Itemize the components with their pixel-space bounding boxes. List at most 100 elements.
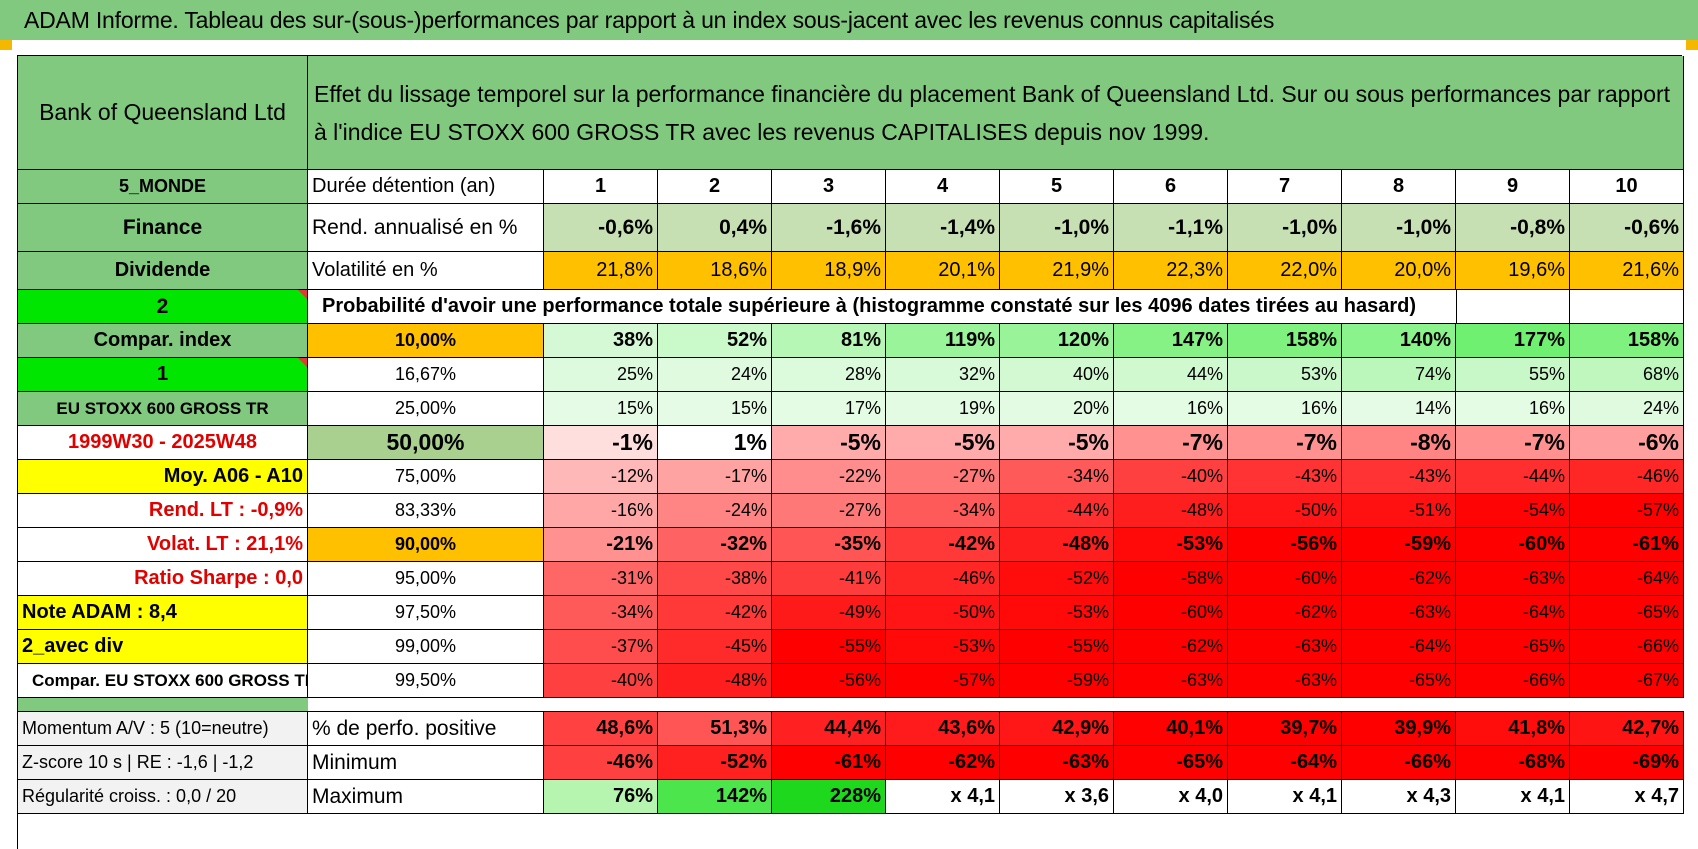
probability-value: -6% [1570, 426, 1684, 460]
company-name: Bank of Queensland Ltd [18, 56, 308, 170]
volatility: 21,9% [1000, 252, 1114, 290]
left-label: 2 [18, 290, 308, 324]
annualized-return: 0,4% [658, 204, 772, 252]
probability-value: 16% [1228, 392, 1342, 426]
probability-value: -32% [658, 528, 772, 562]
probability-value: -40% [544, 664, 658, 698]
probability-value: -56% [1228, 528, 1342, 562]
probability-level: 99,00% [308, 630, 544, 664]
probability-value: -63% [1228, 664, 1342, 698]
bottom-value: 43,6% [886, 712, 1000, 746]
probability-level: 50,00% [308, 426, 544, 460]
bottom-value: -46% [544, 746, 658, 780]
probability-value: -65% [1342, 664, 1456, 698]
probability-value: -22% [772, 460, 886, 494]
left-label: 5_MONDE [18, 170, 308, 204]
probability-value: 19% [886, 392, 1000, 426]
probability-value: -64% [1342, 630, 1456, 664]
tab-marker-left [0, 40, 12, 50]
probability-value: -5% [772, 426, 886, 460]
bottom-value: 39,7% [1228, 712, 1342, 746]
probability-value: -41% [772, 562, 886, 596]
probability-value: -37% [544, 630, 658, 664]
probability-value: 74% [1342, 358, 1456, 392]
probability-value: -55% [1000, 630, 1114, 664]
bottom-value: 142% [658, 780, 772, 814]
probability-value: -65% [1570, 596, 1684, 630]
probability-value: -67% [1570, 664, 1684, 698]
probability-level: 25,00% [308, 392, 544, 426]
probability-value: -53% [886, 630, 1000, 664]
left-label: Compar. EU STOXX 600 GROSS TR [18, 664, 308, 698]
bottom-value: 41,8% [1456, 712, 1570, 746]
probability-value: 24% [1570, 392, 1684, 426]
annualized-return: -1,4% [886, 204, 1000, 252]
empty-cell [1456, 290, 1570, 324]
stat-label: Durée détention (an) [308, 170, 544, 204]
left-label: Compar. index [18, 324, 308, 358]
annualized-return: -1,0% [1342, 204, 1456, 252]
bottom-value: -66% [1342, 746, 1456, 780]
left-label: 2_avec div [18, 630, 308, 664]
probability-value: -54% [1456, 494, 1570, 528]
stat-label: Volatilité en % [308, 252, 544, 290]
bottom-value: 40,1% [1114, 712, 1228, 746]
bottom-value: -52% [658, 746, 772, 780]
probability-value: -66% [1456, 664, 1570, 698]
probability-value: -46% [1570, 460, 1684, 494]
description: Effet du lissage temporel sur la perform… [308, 56, 1684, 170]
probability-value: -38% [658, 562, 772, 596]
probability-value: -31% [544, 562, 658, 596]
probability-value: -62% [1342, 562, 1456, 596]
probability-value: 120% [1000, 324, 1114, 358]
bottom-value: x 4,1 [1228, 780, 1342, 814]
probability-value: -58% [1114, 562, 1228, 596]
probability-value: -61% [1570, 528, 1684, 562]
probability-value: -46% [886, 562, 1000, 596]
probability-value: -5% [1000, 426, 1114, 460]
probability-value: 32% [886, 358, 1000, 392]
probability-level: 83,33% [308, 494, 544, 528]
probability-value: 14% [1342, 392, 1456, 426]
probability-value: 44% [1114, 358, 1228, 392]
probability-value: -16% [544, 494, 658, 528]
bottom-left-label: Momentum A/V : 5 (10=neutre) [18, 712, 308, 746]
probability-value: 158% [1228, 324, 1342, 358]
left-label: Rend. LT : -0,9% [18, 494, 308, 528]
probability-value: -60% [1456, 528, 1570, 562]
probability-value: -49% [772, 596, 886, 630]
probability-value: -45% [658, 630, 772, 664]
probability-value: -65% [1456, 630, 1570, 664]
bottom-left-label: Z-score 10 s | RE : -1,6 | -1,2 [18, 746, 308, 780]
bottom-value: 42,7% [1570, 712, 1684, 746]
bottom-value: -63% [1000, 746, 1114, 780]
bottom-value: 42,9% [1000, 712, 1114, 746]
bottom-value: 39,9% [1342, 712, 1456, 746]
probability-value: -63% [1228, 630, 1342, 664]
year-header: 4 [886, 170, 1000, 204]
probability-value: -43% [1228, 460, 1342, 494]
year-header: 8 [1342, 170, 1456, 204]
probability-value: 25% [544, 358, 658, 392]
probability-value: -34% [886, 494, 1000, 528]
probability-value: 52% [658, 324, 772, 358]
probability-value: -57% [1570, 494, 1684, 528]
probability-level: 97,50% [308, 596, 544, 630]
probability-value: 38% [544, 324, 658, 358]
year-header: 10 [1570, 170, 1684, 204]
volatility: 19,6% [1456, 252, 1570, 290]
bottom-value: -64% [1228, 746, 1342, 780]
probability-value: -51% [1342, 494, 1456, 528]
probability-value: 40% [1000, 358, 1114, 392]
probability-value: 24% [658, 358, 772, 392]
probability-title: Probabilité d'avoir une performance tota… [308, 290, 1456, 324]
probability-value: -64% [1456, 596, 1570, 630]
volatility: 18,6% [658, 252, 772, 290]
probability-value: -59% [1000, 664, 1114, 698]
left-label: 1999W30 - 2025W48 [18, 426, 308, 460]
bottom-value: -61% [772, 746, 886, 780]
spacer [308, 698, 1684, 712]
volatility: 20,0% [1342, 252, 1456, 290]
comment-marker-icon [298, 290, 307, 299]
probability-value: 140% [1342, 324, 1456, 358]
